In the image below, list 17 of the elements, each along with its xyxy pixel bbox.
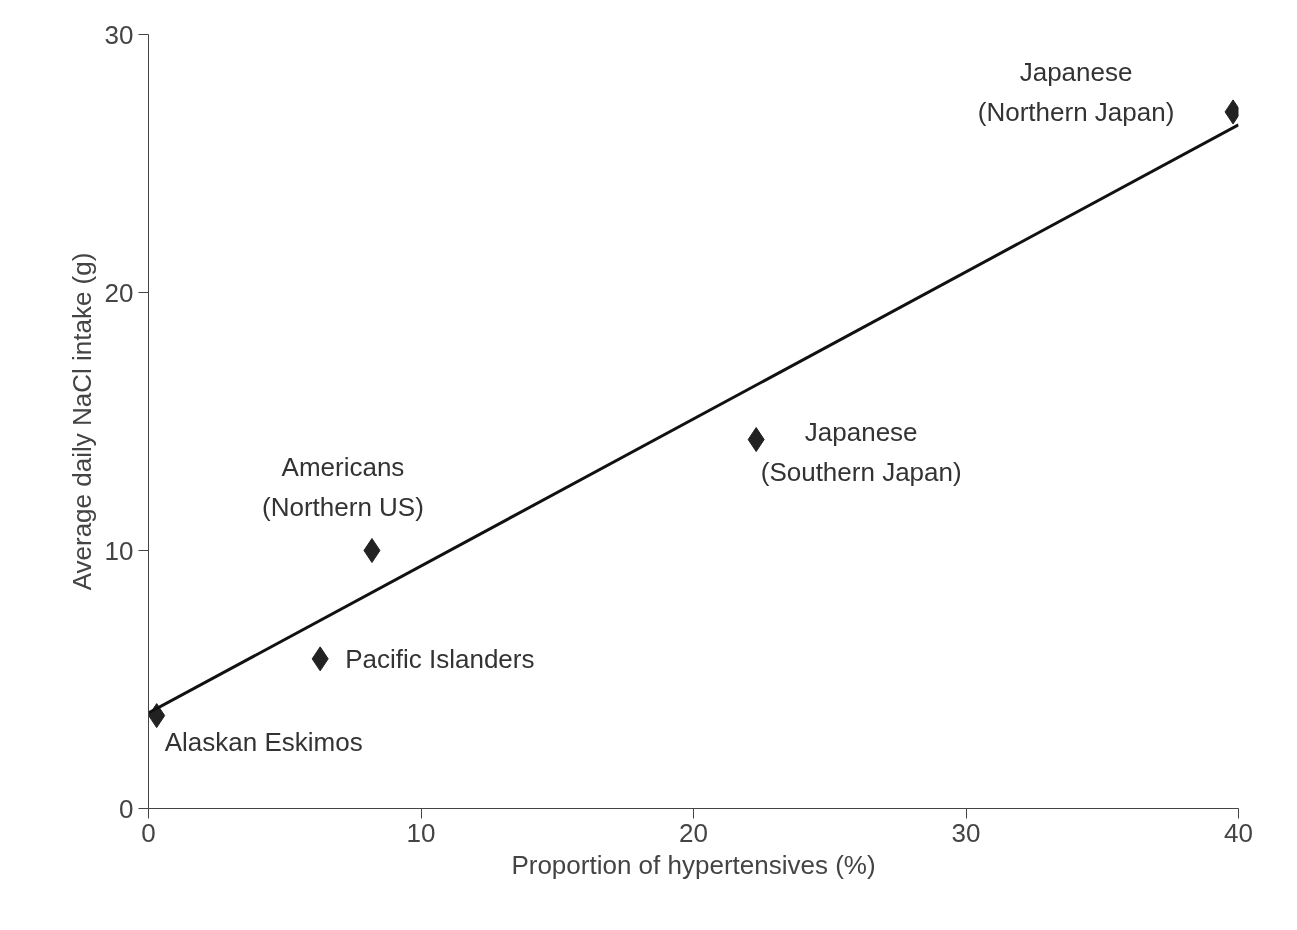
x-tick-label: 30 — [951, 817, 981, 848]
point — [363, 538, 381, 563]
y-axis-title: Average daily NaCl intake (g) — [66, 252, 97, 591]
y-tick-label: 10 — [104, 535, 134, 566]
x-axis-title: Proportion of hypertensives (%) — [511, 849, 876, 880]
x-tick-label: 20 — [679, 817, 708, 848]
annotation: Alaskan Eskimos — [164, 726, 363, 757]
y-tick-label: 30 — [104, 19, 134, 50]
annotation: Japanese (Southern Japan) — [760, 416, 962, 487]
annotation: Americans (Northern US) — [262, 451, 424, 522]
y-tick-label: 20 — [104, 277, 134, 308]
x-tick-label: 10 — [406, 817, 436, 848]
annotation: Pacific Islanders — [345, 643, 535, 674]
x-tick-label: 40 — [1224, 817, 1253, 848]
y-tick-label: 0 — [119, 793, 134, 824]
x-tick-label: 0 — [141, 817, 156, 848]
annotation: Japanese (Northern Japan) — [977, 56, 1175, 127]
